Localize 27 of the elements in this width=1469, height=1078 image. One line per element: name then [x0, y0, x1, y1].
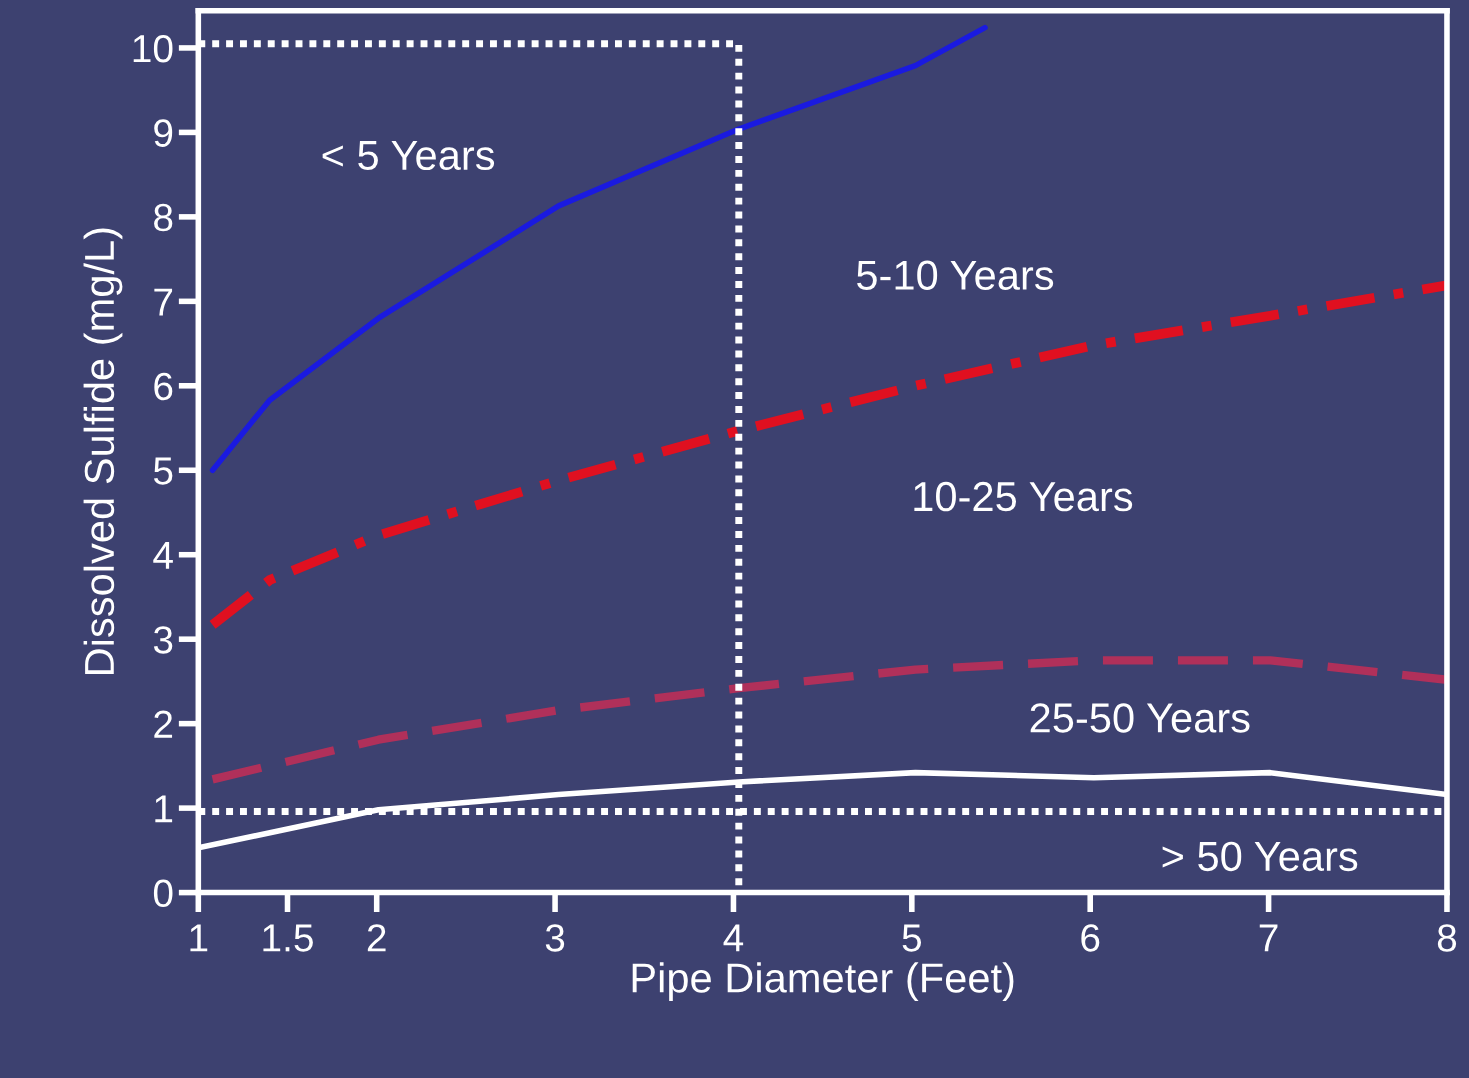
- x-tick-label: 2: [367, 924, 386, 952]
- y-tick-label: 2: [154, 710, 173, 738]
- y-tick-label: 6: [154, 372, 173, 401]
- annotation: 10-25 Years: [914, 481, 1133, 512]
- y-tick-label: 4: [153, 542, 173, 569]
- x-tick-label: 8: [1437, 924, 1457, 952]
- annotation: 5-10 Years: [857, 260, 1054, 291]
- x-tick-label: 5: [902, 924, 922, 952]
- x-tick-label: 7: [1259, 924, 1278, 952]
- x-tick-label: 3: [545, 924, 565, 952]
- y-tick-label: 1: [155, 795, 173, 823]
- y-tick-label: 9: [154, 119, 173, 147]
- x-axis-title: Pipe Diameter (Feet): [632, 962, 1014, 1002]
- y-tick-label: 5: [153, 457, 173, 485]
- x-tick-label: 4: [723, 924, 744, 952]
- x-tick-label: 6: [1081, 924, 1100, 952]
- y-tick-label: 3: [153, 626, 173, 654]
- y-tick-label: 8: [154, 203, 173, 232]
- y-tick-label: 7: [154, 288, 173, 316]
- y-axis-title: Dissolved Sulfide (mg/L): [83, 228, 123, 675]
- annotation: 25-50 Years: [1030, 703, 1250, 733]
- y-tick-label: 0: [153, 879, 173, 908]
- annotation: > 50 Years: [1162, 841, 1358, 872]
- x-tick-label: 1: [190, 924, 208, 952]
- x-tick-label: 1.5: [263, 924, 313, 952]
- annotation: < 5 Years: [322, 141, 495, 171]
- y-tick-label: 10: [133, 34, 173, 63]
